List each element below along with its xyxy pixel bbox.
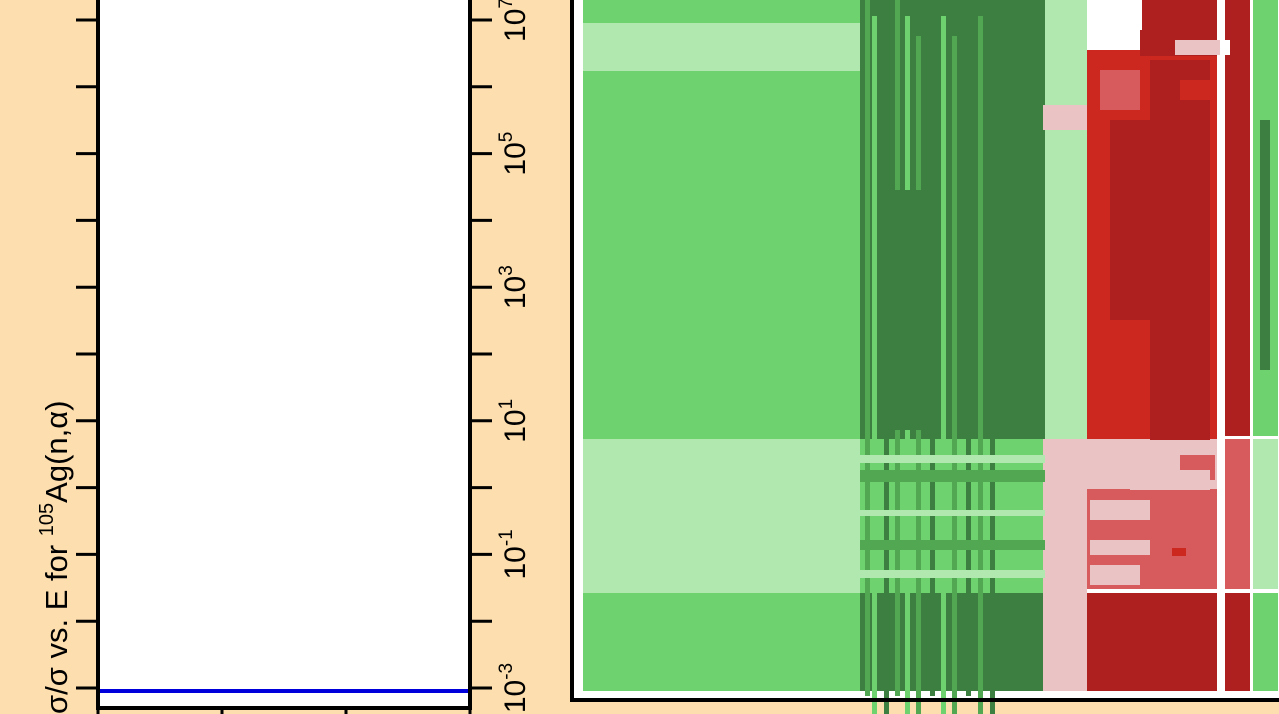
left-panel: σ/σ vs. E for 105Ag(n,α) — [36, 0, 472, 714]
heatmap-cell — [941, 16, 946, 714]
heatmap-cell — [1043, 105, 1087, 130]
ylabel-prefix: σ/σ vs. E for — [39, 536, 74, 714]
heatmap-cell — [1217, 0, 1223, 691]
heatmap-cell — [583, 0, 860, 23]
ylabel-reaction: Ag(n,α) — [39, 400, 74, 502]
heatmap-cell — [1043, 439, 1087, 691]
heatmap-cell — [1225, 593, 1250, 691]
heatmap-cell — [880, 190, 940, 430]
heatmap-cell — [583, 23, 860, 71]
y-tick-base: 10 — [499, 9, 532, 42]
y-tick-exponent: 5 — [496, 132, 517, 143]
y-tick-base: 10 — [499, 276, 532, 309]
heatmap-cell — [1100, 70, 1140, 110]
heatmap-cell — [995, 65, 1043, 320]
y-tick-exponent: -1 — [496, 529, 517, 546]
heatmap-cell — [583, 71, 860, 439]
ylabel-mass-number: 105 — [36, 503, 58, 536]
heatmap-cell — [583, 439, 860, 593]
left-y-axis-ticks — [76, 18, 98, 690]
y-tick-exponent: 1 — [496, 399, 517, 410]
heatmap-cell — [978, 16, 983, 714]
heatmap-cell — [1087, 593, 1217, 691]
y-tick-base: 10 — [499, 546, 532, 579]
heatmap-frame — [570, 0, 1279, 702]
y-tick-exponent: -3 — [496, 663, 517, 680]
heatmap-cell — [1090, 540, 1150, 555]
y-tick-base: 10 — [499, 142, 532, 175]
y-tick-label: 105 — [496, 132, 532, 176]
y-tick-label: 10-3 — [496, 663, 532, 713]
heatmap-cell — [1090, 500, 1150, 520]
y-tick-exponent: 7 — [496, 0, 517, 9]
heatmap-cell — [1253, 439, 1278, 589]
heatmap-cell — [865, 0, 870, 696]
heatmap-cell — [966, 0, 971, 696]
heatmap-cell — [1087, 0, 1142, 30]
heatmap-cell — [860, 570, 1045, 578]
y-tick-label: 10-1 — [496, 529, 532, 579]
heatmap-cell — [860, 510, 1045, 516]
y-tick-label: 103 — [496, 265, 532, 309]
heatmap-cell — [1253, 593, 1278, 691]
left-y-axis-label: σ/σ vs. E for 105Ag(n,α) — [36, 400, 74, 714]
heatmap-cell — [990, 36, 995, 714]
y-tick-base: 10 — [499, 680, 532, 713]
heatmap-cell — [872, 16, 877, 714]
heatmap-cell — [1045, 0, 1087, 71]
heatmap-cell — [1150, 60, 1210, 440]
heatmap-cell — [583, 593, 860, 691]
heatmap-cell — [1250, 0, 1253, 691]
heatmap-cell — [1260, 120, 1270, 370]
heatmap-cell — [860, 540, 1045, 550]
left-plot-frame — [96, 0, 472, 710]
heatmap-cell — [1180, 80, 1210, 100]
heatmap-cell — [1045, 71, 1087, 439]
y-tick-label: 101 — [496, 399, 532, 443]
y-tick-base: 10 — [499, 409, 532, 442]
heatmap-cell — [1225, 0, 1250, 436]
heatmap-cell — [1172, 548, 1186, 556]
y-tick-label: 107 — [496, 0, 532, 42]
heatmap — [583, 0, 1278, 714]
heatmap-cell — [1175, 40, 1220, 55]
heatmap-cell — [1220, 40, 1230, 55]
heatmap-cell — [860, 455, 1045, 463]
heatmap-cell — [1090, 565, 1140, 585]
heatmap-cell — [860, 470, 1045, 482]
heatmap-cell — [1225, 439, 1250, 589]
y-tick-exponent: 3 — [496, 265, 517, 276]
heatmap-cell — [952, 36, 957, 714]
heatmap-cell — [1130, 470, 1210, 490]
left-plot-area — [98, 0, 470, 708]
